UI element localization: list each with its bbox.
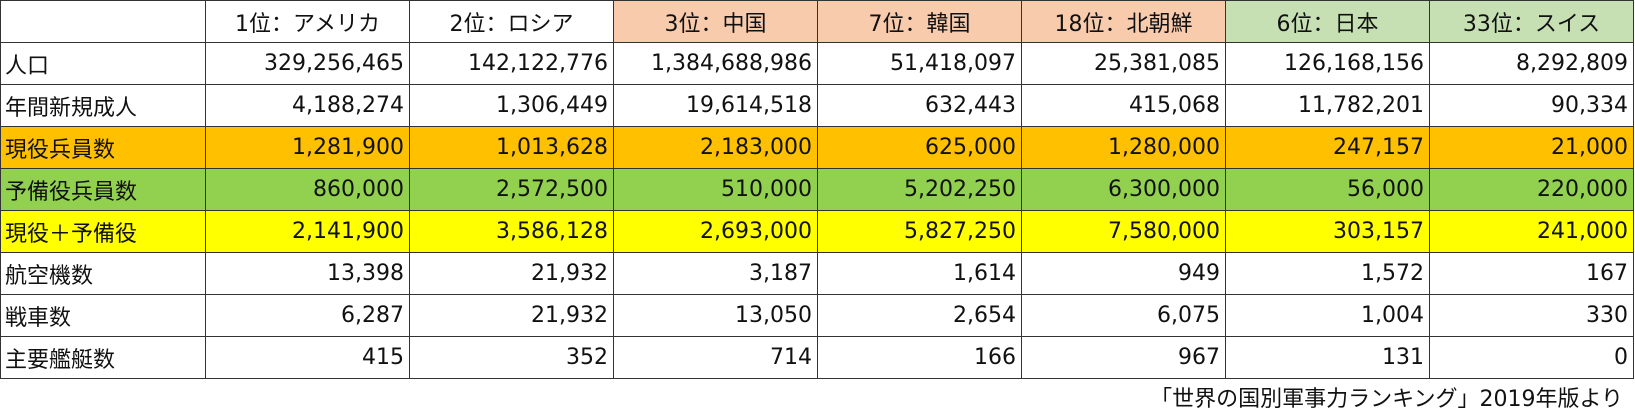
table-cell: 0 [1429, 336, 1634, 379]
table-cell: 21,932 [409, 252, 614, 295]
table-cell: 241,000 [1429, 210, 1634, 253]
table-cell: 6,300,000 [1021, 168, 1226, 211]
column-header: 6位：日本 [1225, 0, 1430, 43]
table-cell: 1,280,000 [1021, 126, 1226, 169]
table-cell: 1,384,688,986 [613, 42, 818, 85]
table-cell: 8,292,809 [1429, 42, 1634, 85]
table-cell: 625,000 [817, 126, 1022, 169]
table-cell: 3,586,128 [409, 210, 614, 253]
table-cell: 220,000 [1429, 168, 1634, 211]
military-ranking-table: 1位：アメリカ 2位：ロシア 3位：中国 7位：韓国 18位：北朝鮮 6位：日本… [0, 0, 1634, 379]
table-cell: 56,000 [1225, 168, 1430, 211]
table-cell: 126,168,156 [1225, 42, 1430, 85]
table-cell: 303,157 [1225, 210, 1430, 253]
table-cell: 1,572 [1225, 252, 1430, 295]
table-cell: 415,068 [1021, 84, 1226, 127]
table-cell: 6,287 [205, 294, 410, 337]
table-row: 現役兵員数 1,281,900 1,013,628 2,183,000 625,… [0, 126, 1634, 169]
column-header: 1位：アメリカ [205, 0, 410, 43]
table-cell: 6,075 [1021, 294, 1226, 337]
table-cell: 860,000 [205, 168, 410, 211]
table-cell: 352 [409, 336, 614, 379]
table-row: 人口 329,256,465 142,122,776 1,384,688,986… [0, 42, 1634, 85]
table-row: 予備役兵員数 860,000 2,572,500 510,000 5,202,2… [0, 168, 1634, 211]
table-cell: 949 [1021, 252, 1226, 295]
table-cell: 90,334 [1429, 84, 1634, 127]
table-cell: 11,782,201 [1225, 84, 1430, 127]
table-cell: 13,050 [613, 294, 818, 337]
table-cell: 1,013,628 [409, 126, 614, 169]
table-cell: 19,614,518 [613, 84, 818, 127]
table-row: 年間新規成人 4,188,274 1,306,449 19,614,518 63… [0, 84, 1634, 127]
row-label: 航空機数 [0, 252, 206, 295]
table-cell: 7,580,000 [1021, 210, 1226, 253]
table-cell: 415 [205, 336, 410, 379]
table-cell: 632,443 [817, 84, 1022, 127]
column-header: 3位：中国 [613, 0, 818, 43]
table-cell: 167 [1429, 252, 1634, 295]
table-cell: 247,157 [1225, 126, 1430, 169]
table-cell: 131 [1225, 336, 1430, 379]
table-row: 主要艦艇数 415 352 714 166 967 131 0 [0, 336, 1634, 379]
corner-cell [0, 0, 206, 43]
row-label: 戦車数 [0, 294, 206, 337]
row-label: 主要艦艇数 [0, 336, 206, 379]
table-cell: 51,418,097 [817, 42, 1022, 85]
table-cell: 142,122,776 [409, 42, 614, 85]
table-cell: 21,932 [409, 294, 614, 337]
table-row: 航空機数 13,398 21,932 3,187 1,614 949 1,572… [0, 252, 1634, 295]
table-cell: 1,281,900 [205, 126, 410, 169]
table-cell: 4,188,274 [205, 84, 410, 127]
table-cell: 967 [1021, 336, 1226, 379]
row-label: 現役兵員数 [0, 126, 206, 169]
column-header: 18位：北朝鮮 [1021, 0, 1226, 43]
header-row: 1位：アメリカ 2位：ロシア 3位：中国 7位：韓国 18位：北朝鮮 6位：日本… [0, 0, 1634, 43]
table-cell: 3,187 [613, 252, 818, 295]
row-label: 年間新規成人 [0, 84, 206, 127]
table-cell: 329,256,465 [205, 42, 410, 85]
table-cell: 2,572,500 [409, 168, 614, 211]
table-cell: 2,654 [817, 294, 1022, 337]
table-cell: 714 [613, 336, 818, 379]
column-header: 33位：スイス [1429, 0, 1634, 43]
row-label: 予備役兵員数 [0, 168, 206, 211]
table-cell: 25,381,085 [1021, 42, 1226, 85]
table-cell: 1,306,449 [409, 84, 614, 127]
table-cell: 5,827,250 [817, 210, 1022, 253]
column-header: 2位：ロシア [409, 0, 614, 43]
table-cell: 166 [817, 336, 1022, 379]
table-cell: 1,004 [1225, 294, 1430, 337]
table-cell: 2,141,900 [205, 210, 410, 253]
row-label: 現役＋予備役 [0, 210, 206, 253]
table-cell: 510,000 [613, 168, 818, 211]
table-cell: 2,183,000 [613, 126, 818, 169]
table-cell: 5,202,250 [817, 168, 1022, 211]
table-cell: 330 [1429, 294, 1634, 337]
table-cell: 1,614 [817, 252, 1022, 295]
table-row: 現役＋予備役 2,141,900 3,586,128 2,693,000 5,8… [0, 210, 1634, 253]
table-row: 戦車数 6,287 21,932 13,050 2,654 6,075 1,00… [0, 294, 1634, 337]
table-cell: 21,000 [1429, 126, 1634, 169]
table-cell: 2,693,000 [613, 210, 818, 253]
column-header: 7位：韓国 [817, 0, 1022, 43]
table-cell: 13,398 [205, 252, 410, 295]
row-label: 人口 [0, 42, 206, 85]
source-footnote: 「世界の国別軍事力ランキング」2019年版より [1150, 387, 1623, 412]
